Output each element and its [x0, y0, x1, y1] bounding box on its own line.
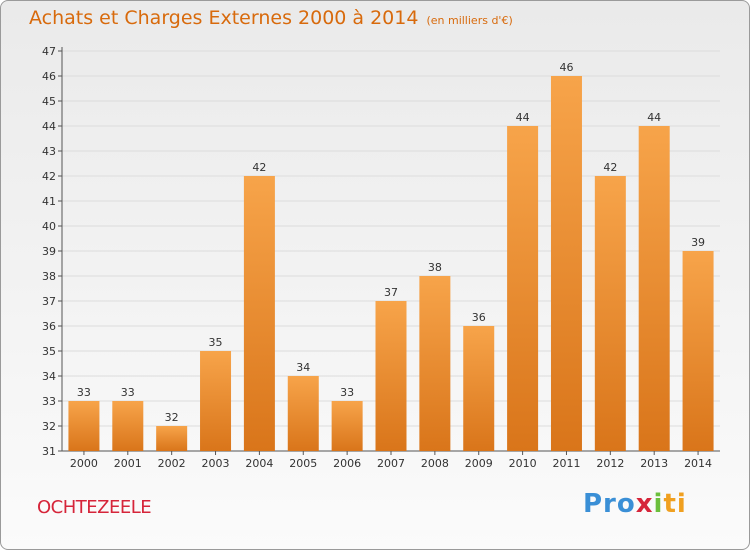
data-label: 33: [77, 386, 91, 399]
data-label: 39: [691, 236, 705, 249]
data-label: 37: [384, 286, 398, 299]
logo-part-3: i: [653, 489, 664, 519]
x-tick-label: 2014: [684, 457, 712, 470]
x-tick-label: 2005: [289, 457, 317, 470]
y-tick-label: 33: [42, 395, 56, 408]
place-name: OCHTEZEELE: [37, 497, 152, 518]
y-tick-label: 46: [42, 70, 56, 83]
y-tick-label: 47: [42, 45, 56, 58]
data-label: 34: [296, 361, 310, 374]
data-label: 36: [472, 311, 486, 324]
x-tick-label: 2001: [114, 457, 142, 470]
y-tick-label: 32: [42, 420, 56, 433]
x-tick-label: 2013: [640, 457, 668, 470]
bar: [68, 401, 100, 451]
y-tick-label: 31: [42, 445, 56, 458]
data-label: 35: [209, 336, 223, 349]
data-label: 33: [121, 386, 135, 399]
y-tick-label: 45: [42, 95, 56, 108]
y-tick-label: 43: [42, 145, 56, 158]
chart-title-text: Achats et Charges Externes 2000 à 2014: [29, 7, 419, 29]
bar: [638, 126, 670, 451]
y-tick-label: 41: [42, 195, 56, 208]
data-label: 42: [603, 161, 617, 174]
logo-part-1: Pro: [583, 489, 636, 519]
x-tick-label: 2003: [202, 457, 230, 470]
bar: [243, 176, 275, 451]
x-tick-label: 2002: [158, 457, 186, 470]
bar: [112, 401, 144, 451]
proxiti-logo: Proxiti: [583, 489, 687, 519]
x-tick-label: 2012: [596, 457, 624, 470]
data-label: 32: [165, 411, 179, 424]
bar: [200, 351, 232, 451]
x-tick-label: 2009: [465, 457, 493, 470]
bar: [507, 126, 539, 451]
x-tick-label: 2010: [509, 457, 537, 470]
chart-unit: (en milliers d'€): [426, 14, 513, 27]
y-tick-label: 36: [42, 320, 56, 333]
y-tick-label: 44: [42, 120, 56, 133]
chart-title: Achats et Charges Externes 2000 à 2014 (e…: [29, 7, 513, 29]
y-tick-label: 38: [42, 270, 56, 283]
y-tick-label: 42: [42, 170, 56, 183]
data-label: 44: [647, 111, 661, 124]
bar: [375, 301, 407, 451]
data-label: 38: [428, 261, 442, 274]
y-tick-label: 34: [42, 370, 56, 383]
x-tick-label: 2011: [552, 457, 580, 470]
bar: [287, 376, 319, 451]
x-tick-label: 2004: [245, 457, 273, 470]
bar: [682, 251, 714, 451]
bar: [156, 426, 188, 451]
data-label: 33: [340, 386, 354, 399]
y-tick-label: 35: [42, 345, 56, 358]
x-tick-label: 2007: [377, 457, 405, 470]
bar: [550, 76, 582, 451]
data-label: 42: [252, 161, 266, 174]
bar: [463, 326, 495, 451]
x-tick-label: 2008: [421, 457, 449, 470]
bar: [331, 401, 363, 451]
logo-part-2: x: [635, 489, 654, 519]
y-tick-label: 37: [42, 295, 56, 308]
x-tick-label: 2000: [70, 457, 98, 470]
data-label: 44: [516, 111, 530, 124]
x-tick-label: 2006: [333, 457, 361, 470]
bar: [419, 276, 451, 451]
data-label: 46: [559, 61, 573, 74]
y-tick-label: 40: [42, 220, 56, 233]
bar: [594, 176, 626, 451]
logo-part-4: ti: [663, 489, 687, 519]
y-tick-label: 39: [42, 245, 56, 258]
